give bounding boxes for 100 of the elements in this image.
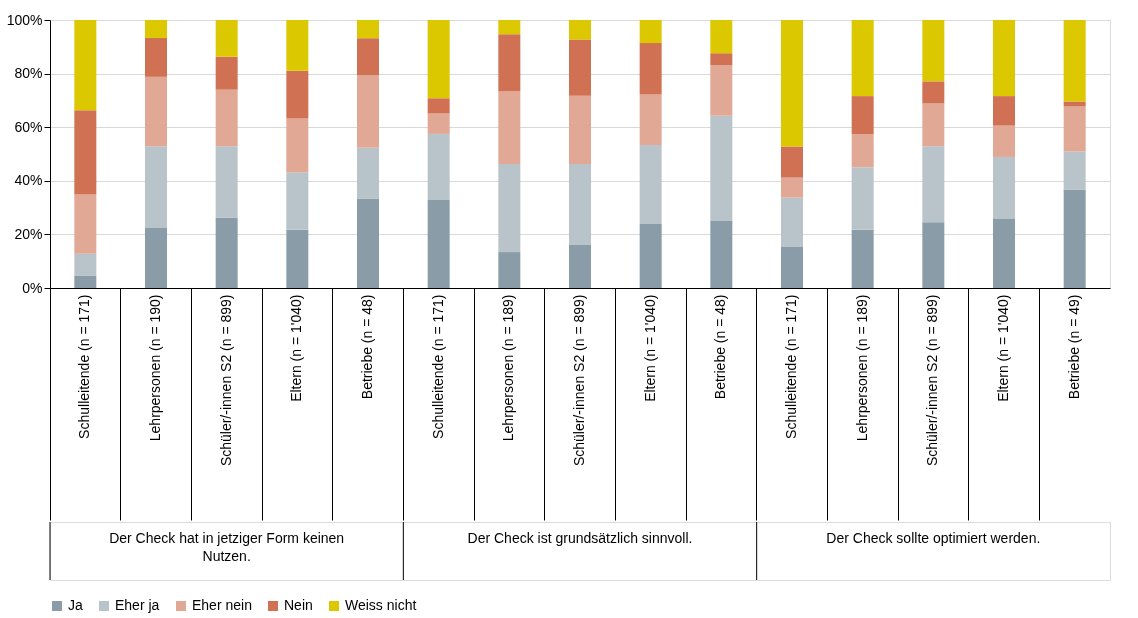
bar [851,20,874,97]
bar [286,172,309,230]
bar [993,96,1015,126]
y-tick-label: 80% [14,65,43,82]
y-tick-label: 0% [22,279,43,296]
bar [215,89,238,147]
bar [357,198,379,288]
bar [74,194,97,254]
bar [498,20,521,35]
bar [639,223,662,288]
bar [1063,106,1086,152]
x-tick-label: Schulleitende (n = 171) [429,294,446,439]
y-tick-label: 20% [14,225,43,242]
bar [74,110,97,195]
bar [710,221,733,288]
bar [639,144,662,224]
bar [286,229,309,288]
bar [145,146,167,228]
x-tick-label: Betriebe (n = 48) [359,294,375,400]
x-tick-label: Schulleitende (n = 171) [76,294,93,439]
bar [569,95,591,164]
x-tick-label: Eltern (n = 1'040) [995,294,1011,402]
bar [498,163,521,253]
bar [498,91,521,164]
text: Der Check hat in jetziger Form keinen Nutzen. [109,530,345,564]
bar [851,96,874,135]
bar [781,247,803,288]
legend-label: Weiss nicht [345,597,417,613]
x-tick-label: Betriebe (n = 49) [1065,294,1082,400]
bar [922,146,945,223]
bar [639,94,662,145]
bar [922,103,945,147]
bar [1063,151,1086,190]
bar [639,43,662,95]
x-tick-label: Lehrpersonen (n = 189) [853,294,870,442]
bar [286,118,309,173]
bar [74,20,97,111]
bar [781,177,803,198]
bar [1063,189,1086,288]
legend-label: Eher nein [192,597,252,613]
bar [215,146,238,218]
x-tick-label: Lehrpersonen (n = 190) [147,294,163,442]
bar [74,253,97,276]
bar [427,20,450,99]
bar [710,115,733,221]
legend-label: Ja [68,597,83,613]
bar [993,20,1015,97]
x-tick-label: Schüler/-innen S2 (n = 899) [924,294,941,467]
x-tick-label: Schüler/-innen S2 (n = 899) [217,294,234,467]
y-tick-label: 100% [6,11,43,28]
bar [357,75,379,148]
bar [639,20,662,44]
x-tick-label: Eltern (n = 1'040) [288,294,305,402]
bar [286,70,309,119]
legend-label: Nein [284,597,313,613]
bar [145,20,167,38]
bar [781,20,803,147]
bar [922,81,945,104]
legend-label: Eher ja [115,597,160,613]
bar [781,197,803,247]
bar [215,56,238,90]
text: Der Check ist grundsätzlich sinnvoll. [467,530,693,546]
bar [922,222,945,288]
bar [922,20,945,82]
bar [1063,20,1086,102]
bar [357,20,379,39]
bar [74,275,97,288]
bar [427,200,450,288]
bar [710,53,733,66]
bar [710,65,733,116]
bar [498,34,521,92]
bar [145,37,167,77]
x-tick-label: Lehrpersonen (n = 189) [500,294,517,442]
bar [145,76,167,147]
bar [993,125,1015,157]
bar [215,20,238,57]
bar [427,113,450,134]
bar [569,245,591,288]
bar [215,217,238,288]
x-tick-label: Schulleitende (n = 171) [783,294,799,439]
bar [1063,101,1086,107]
x-tick-label: Schüler/-innen S2 (n = 899) [571,294,587,467]
bar [357,38,379,76]
y-tick-label: 60% [14,118,43,135]
bar [569,20,591,40]
bar [498,252,521,288]
x-tick-label: Betriebe (n = 48) [712,294,729,400]
bar [851,167,874,230]
y-tick-label: 40% [14,172,43,189]
text: Der Check sollte optimiert werden. [826,530,1041,546]
bar [781,146,803,178]
bar [569,39,591,96]
bar [710,20,733,54]
bar [993,219,1015,288]
bar [427,133,450,201]
bar [145,227,167,288]
bar [357,147,379,199]
bar [851,229,874,288]
bar [851,134,874,168]
bar [993,156,1015,220]
